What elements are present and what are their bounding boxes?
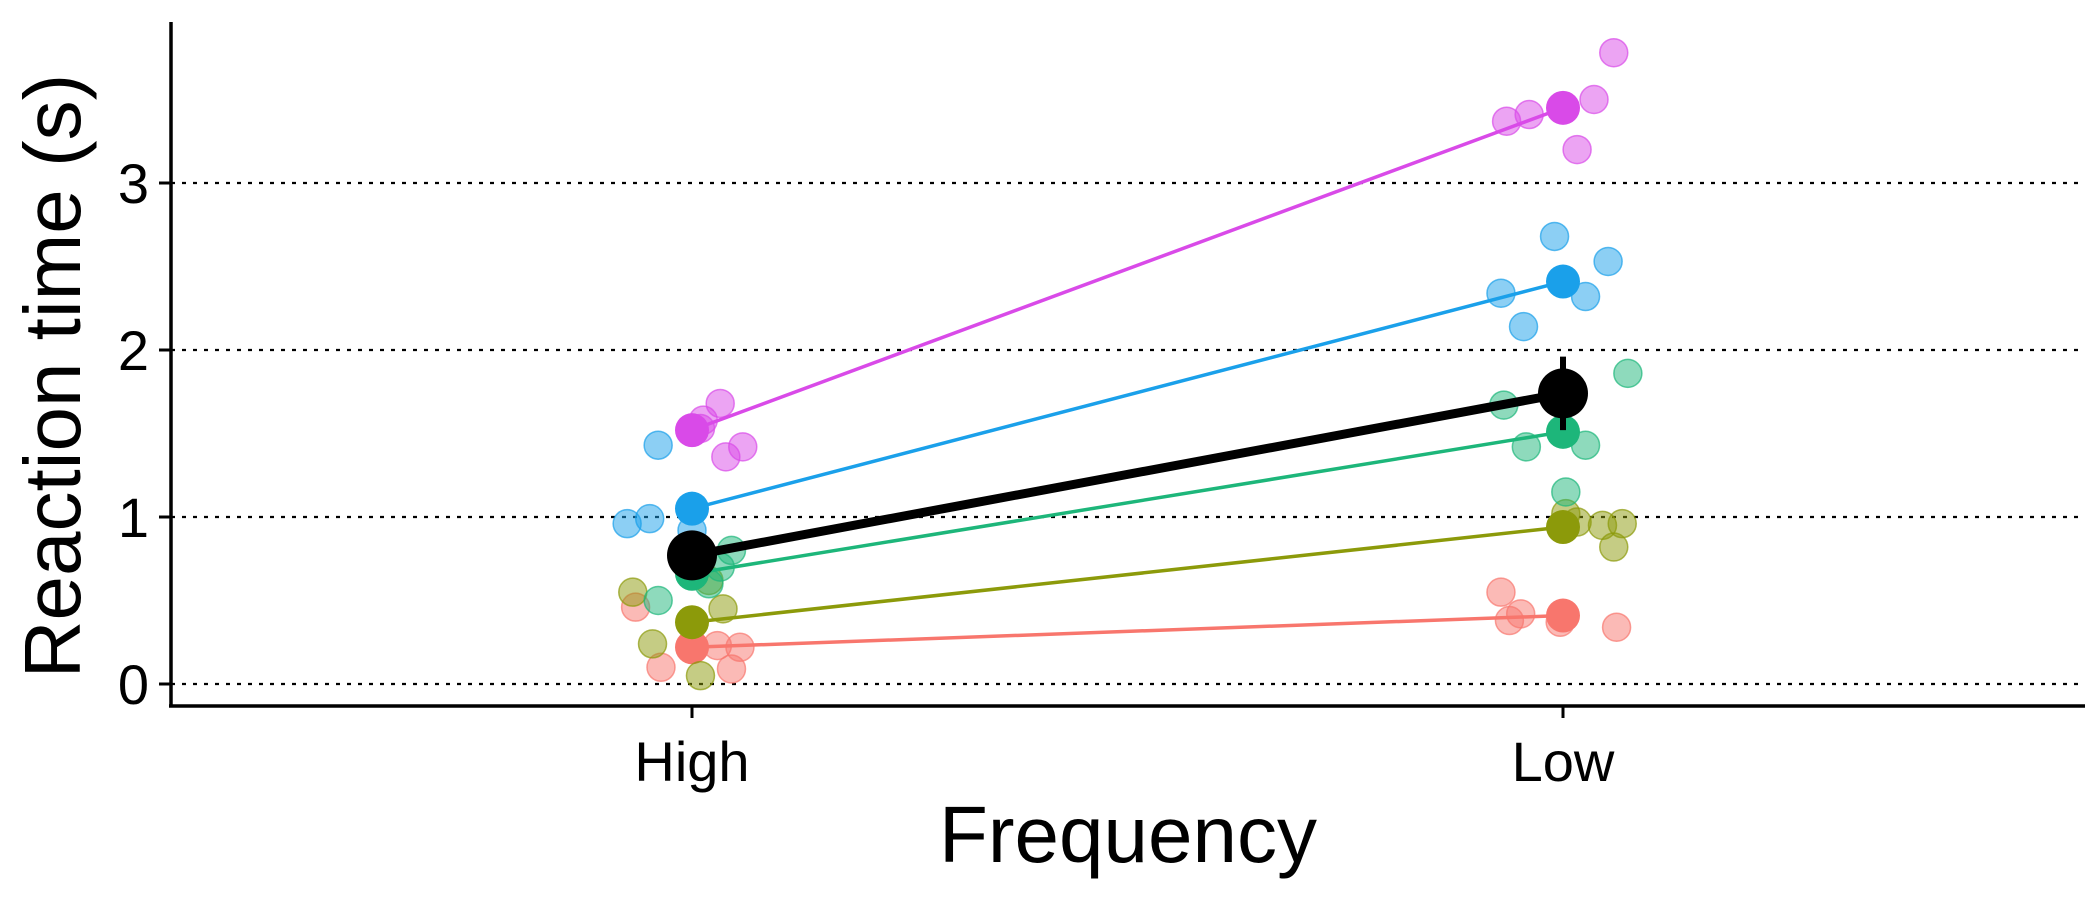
grand-mean-line bbox=[691, 388, 1564, 560]
data-point bbox=[618, 577, 648, 607]
grand-mean-point bbox=[667, 530, 717, 581]
series-line bbox=[691, 525, 1564, 624]
data-point bbox=[685, 660, 716, 691]
axis-ticks: 0 1 2 3 High Low bbox=[118, 152, 1615, 793]
data-point bbox=[643, 585, 673, 616]
grand-mean-point bbox=[1538, 368, 1588, 419]
data-point bbox=[1486, 577, 1516, 607]
mean-point bbox=[1546, 598, 1580, 633]
data-point bbox=[716, 654, 747, 684]
y-tick-label: 3 bbox=[118, 152, 149, 215]
x-tick-label: Low bbox=[1512, 730, 1615, 793]
mean-point bbox=[675, 413, 709, 448]
x-tick-label: High bbox=[634, 730, 749, 793]
data-point bbox=[1599, 532, 1629, 562]
participant-group bbox=[620, 577, 1632, 684]
x-axis-title: Frequency bbox=[939, 790, 1317, 879]
data-point bbox=[1539, 221, 1570, 252]
y-tick-label: 2 bbox=[118, 319, 149, 382]
data-point bbox=[1613, 358, 1643, 389]
y-axis-title: Reaction time (s) bbox=[8, 74, 97, 679]
data-point bbox=[1486, 278, 1516, 308]
data-point bbox=[705, 388, 735, 419]
data-point bbox=[1551, 477, 1581, 507]
mean-point bbox=[1546, 414, 1580, 449]
participant-series bbox=[612, 37, 1643, 691]
mean-point bbox=[675, 605, 709, 640]
data-point bbox=[1601, 612, 1632, 642]
mean-point bbox=[675, 491, 709, 526]
participant-group bbox=[618, 498, 1637, 691]
participant-group bbox=[612, 221, 1623, 546]
data-point bbox=[643, 430, 673, 460]
data-point bbox=[1562, 134, 1592, 165]
participant-group bbox=[643, 358, 1643, 616]
series-line bbox=[691, 613, 1564, 650]
series-line bbox=[691, 106, 1564, 432]
data-point bbox=[1508, 311, 1539, 342]
y-tick-label: 0 bbox=[118, 653, 149, 716]
mean-point bbox=[1546, 264, 1580, 299]
data-point bbox=[1579, 84, 1609, 115]
data-point bbox=[634, 503, 665, 534]
axes bbox=[169, 22, 2085, 708]
series-line bbox=[691, 279, 1564, 511]
data-point bbox=[1505, 599, 1536, 629]
mean-point bbox=[675, 630, 709, 665]
data-point bbox=[1593, 246, 1623, 277]
mean-point bbox=[1546, 90, 1580, 125]
data-point bbox=[1570, 281, 1601, 312]
y-tick-label: 1 bbox=[118, 486, 149, 549]
data-point bbox=[637, 629, 668, 659]
grid-lines bbox=[171, 181, 2085, 686]
data-point bbox=[708, 594, 738, 624]
grand-mean-series bbox=[667, 356, 1588, 581]
mean-point bbox=[1546, 510, 1580, 545]
participant-group bbox=[675, 37, 1629, 472]
series-line bbox=[691, 430, 1564, 576]
data-point bbox=[728, 432, 758, 462]
data-point bbox=[1599, 37, 1629, 68]
